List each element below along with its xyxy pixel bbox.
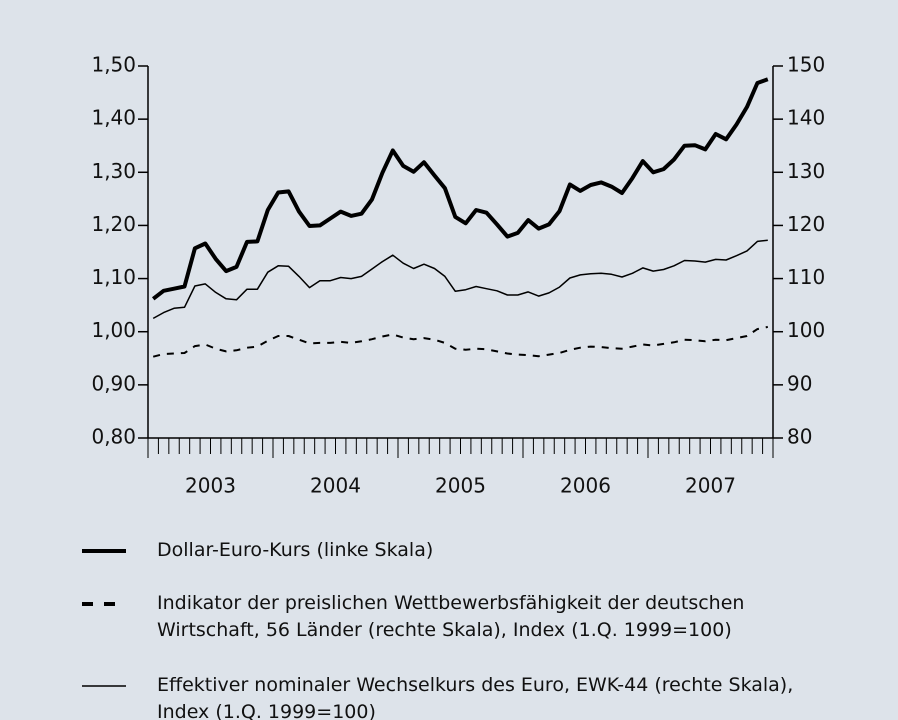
y2-tick-label: 100	[787, 318, 825, 342]
y-tick-label: 1,20	[91, 212, 136, 236]
x-tick-label: 2006	[560, 474, 611, 498]
y2-tick-label: 150	[787, 53, 825, 77]
legend-label: Dollar-Euro-Kurs (linke Skala)	[157, 539, 434, 561]
y2-tick-label: 90	[787, 371, 812, 395]
legend-label: Indikator der preislichen Wettbewerbsfäh…	[157, 592, 745, 641]
y-tick-label: 0,90	[91, 371, 136, 395]
y-tick-label: 1,00	[91, 318, 136, 342]
x-tick-label: 2004	[310, 474, 361, 498]
series-line	[151, 77, 769, 301]
y2-tick-label: 80	[787, 425, 812, 449]
y-tick-label: 1,40	[91, 106, 136, 130]
y-tick-label: 1,30	[91, 159, 136, 183]
series-line	[152, 239, 768, 320]
x-tick-label: 2007	[685, 474, 736, 498]
y2-tick-label: 140	[787, 106, 825, 130]
y2-tick-label: 120	[787, 212, 825, 236]
y-tick-label: 1,10	[91, 265, 136, 289]
y-tick-label: 1,50	[91, 53, 136, 77]
y2-tick-label: 130	[787, 159, 825, 183]
y-tick-label: 0,80	[91, 425, 136, 449]
x-tick-label: 2003	[185, 474, 236, 498]
y2-tick-label: 110	[787, 265, 825, 289]
series-line	[152, 325, 769, 358]
x-tick-label: 2005	[435, 474, 486, 498]
legend-label: Effektiver nominaler Wechselkurs des Eur…	[157, 674, 794, 720]
